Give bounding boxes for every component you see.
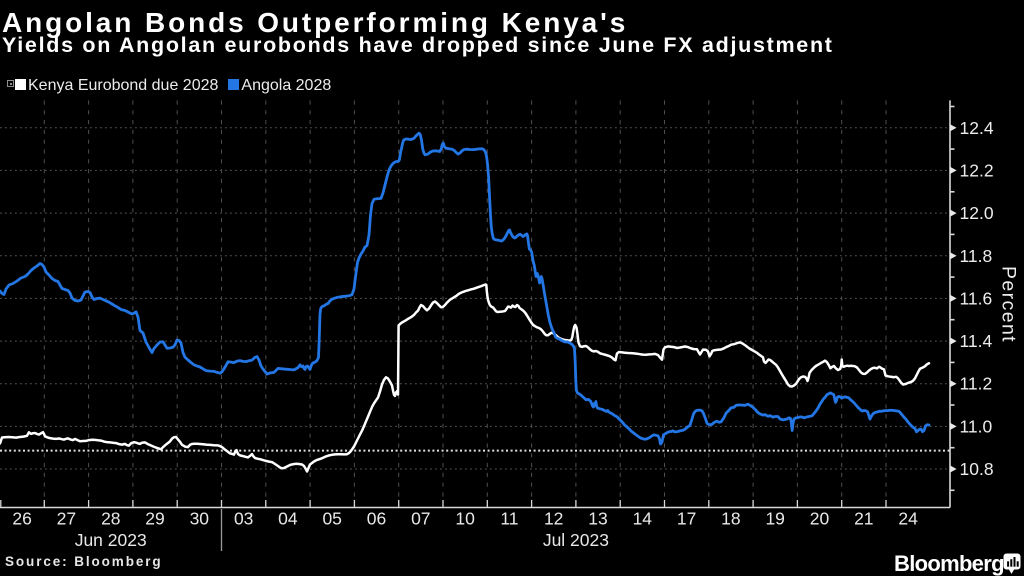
svg-text:27: 27: [57, 509, 76, 529]
svg-text:11: 11: [500, 509, 518, 529]
svg-text:19: 19: [765, 509, 784, 529]
svg-text:17: 17: [677, 509, 696, 529]
svg-text:13: 13: [588, 509, 607, 529]
svg-text:21: 21: [854, 509, 873, 529]
svg-text:12: 12: [544, 509, 563, 529]
svg-text:11.4: 11.4: [960, 331, 993, 351]
svg-text:07: 07: [411, 509, 430, 529]
svg-text:06: 06: [367, 509, 386, 529]
svg-text:18: 18: [721, 509, 740, 529]
svg-text:Jun 2023: Jun 2023: [75, 530, 147, 550]
svg-text:03: 03: [234, 509, 253, 529]
svg-text:12.2: 12.2: [960, 160, 994, 180]
svg-text:Percent: Percent: [998, 266, 1020, 343]
svg-text:12.4: 12.4: [960, 118, 994, 138]
svg-text:14: 14: [633, 509, 653, 529]
svg-text:05: 05: [322, 509, 341, 529]
svg-text:10: 10: [455, 509, 475, 529]
svg-text:11.8: 11.8: [960, 246, 993, 266]
svg-text:11.2: 11.2: [960, 374, 993, 394]
svg-text:30: 30: [190, 509, 210, 529]
svg-text:Jul 2023: Jul 2023: [543, 530, 609, 550]
svg-text:10.8: 10.8: [960, 459, 994, 479]
svg-text:29: 29: [145, 509, 164, 529]
svg-text:28: 28: [101, 509, 120, 529]
svg-text:20: 20: [810, 509, 830, 529]
svg-text:11.0: 11.0: [960, 416, 993, 436]
svg-text:26: 26: [12, 509, 31, 529]
svg-text:24: 24: [898, 509, 918, 529]
svg-text:04: 04: [278, 509, 298, 529]
svg-text:12.0: 12.0: [960, 203, 994, 223]
svg-text:11.6: 11.6: [960, 288, 993, 308]
